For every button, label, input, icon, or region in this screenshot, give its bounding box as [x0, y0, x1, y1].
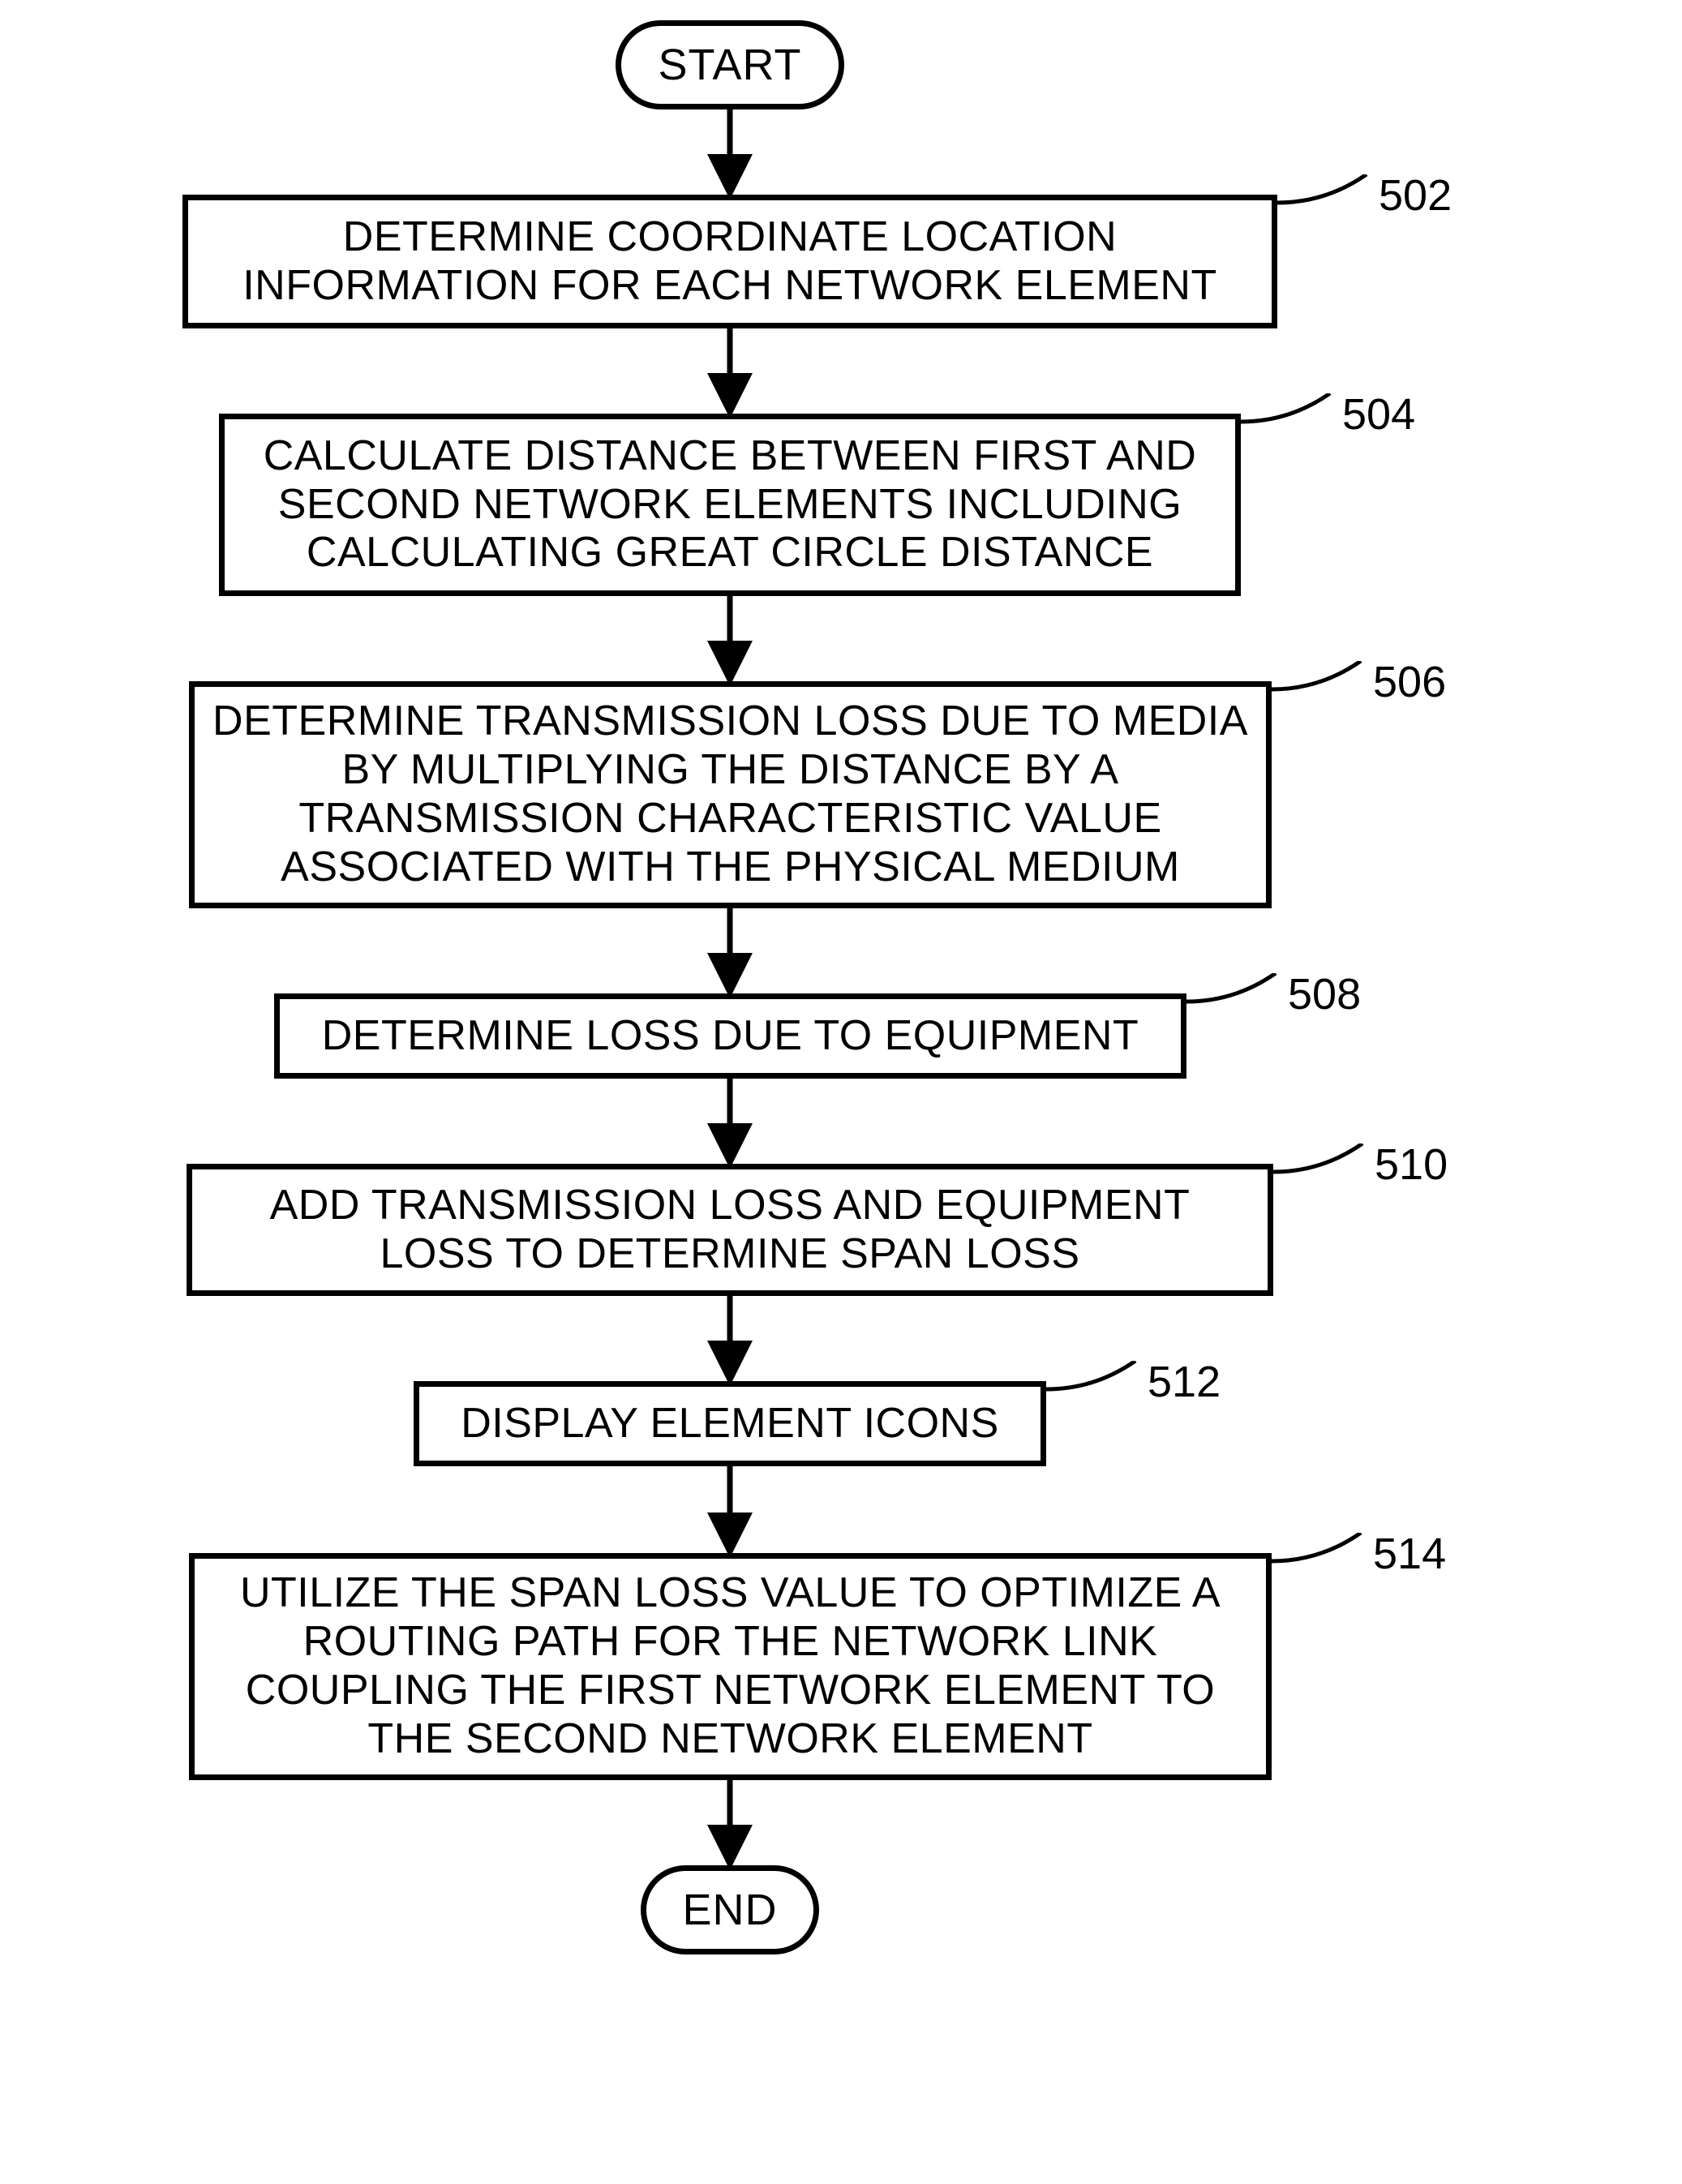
leader-512	[1046, 1361, 1144, 1401]
leader-508	[1186, 973, 1284, 1014]
process-508: DETERMINE LOSS DUE TO EQUIPMENT	[274, 993, 1186, 1079]
process-510: ADD TRANSMISSION LOSS AND EQUIPMENT LOSS…	[187, 1164, 1273, 1296]
leader-510	[1273, 1143, 1371, 1184]
label-508: 508	[1288, 969, 1361, 1019]
label-510: 510	[1375, 1139, 1448, 1190]
terminator-end: END	[641, 1865, 819, 1954]
leader-506	[1272, 661, 1369, 702]
label-514: 514	[1373, 1529, 1446, 1579]
process-506: DETERMINE TRANSMISSION LOSS DUE TO MEDIA…	[189, 681, 1272, 908]
process-504: CALCULATE DISTANCE BETWEEN FIRST AND SEC…	[219, 414, 1241, 596]
label-502: 502	[1379, 170, 1452, 221]
leader-514	[1272, 1533, 1369, 1573]
label-506: 506	[1373, 657, 1446, 707]
process-512: DISPLAY ELEMENT ICONS	[414, 1381, 1046, 1466]
leader-504	[1241, 393, 1338, 434]
process-502: DETERMINE COORDINATE LOCATION INFORMATIO…	[182, 195, 1277, 328]
process-514: UTILIZE THE SPAN LOSS VALUE TO OPTIMIZE …	[189, 1553, 1272, 1780]
leader-502	[1277, 174, 1375, 215]
label-512: 512	[1148, 1357, 1221, 1407]
label-504: 504	[1342, 389, 1415, 440]
terminator-start: START	[616, 20, 844, 109]
